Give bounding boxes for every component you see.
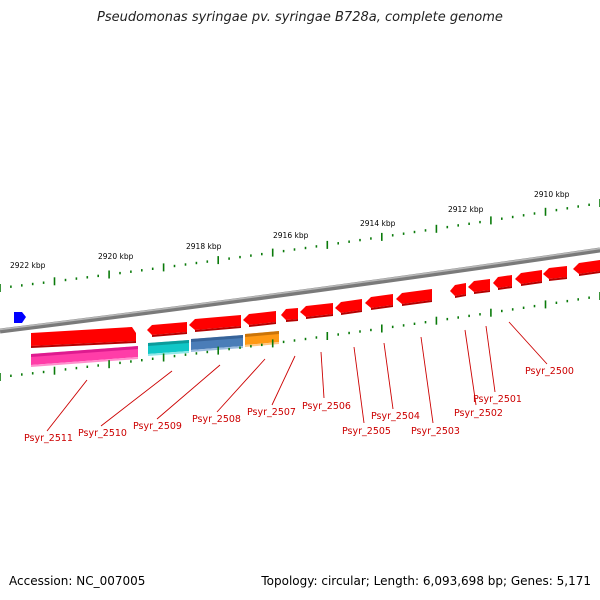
gene-psyr-2508[interactable] <box>243 311 276 327</box>
gene-psyr-2500[interactable] <box>493 275 512 290</box>
upper-scale-ticks <box>0 199 600 292</box>
scale-label-2920: 2920 kbp <box>98 252 134 261</box>
gene-label-psyr-2503[interactable]: Psyr_2503 <box>411 426 460 437</box>
gene-label-psyr-2504[interactable]: Psyr_2504 <box>371 411 420 422</box>
scale-label-2922: 2922 kbp <box>10 261 46 270</box>
gene-psyr-2511[interactable] <box>31 327 136 348</box>
feature-bar-cyan[interactable] <box>148 340 189 356</box>
gene-right-1[interactable] <box>515 270 542 286</box>
gene-psyr-2503[interactable] <box>396 289 432 306</box>
gene-label-psyr-2506[interactable]: Psyr_2506 <box>302 401 351 412</box>
lower-scale-ticks <box>0 292 600 381</box>
feature-bar-pink[interactable] <box>31 346 138 367</box>
gene-psyr-2510[interactable] <box>147 322 187 337</box>
scale-label-2910: 2910 kbp <box>534 190 570 199</box>
gene-label-psyr-2505[interactable]: Psyr_2505 <box>342 426 391 437</box>
gene-right-3[interactable] <box>573 260 600 276</box>
scale-label-2918: 2918 kbp <box>186 242 222 251</box>
gene-psyr-2504[interactable] <box>365 294 393 310</box>
gene-label-psyr-2510[interactable]: Psyr_2510 <box>78 428 127 439</box>
gene-label-psyr-2501[interactable]: Psyr_2501 <box>473 394 522 405</box>
gene-psyr-2507[interactable] <box>281 308 298 322</box>
genome-summary: Topology: circular; Length: 6,093,698 bp… <box>261 574 591 588</box>
genome-backbone <box>0 247 600 334</box>
scale-label-2916: 2916 kbp <box>273 231 309 240</box>
label-leader-lines <box>46 321 548 432</box>
gene-right-2[interactable] <box>543 266 567 281</box>
gene-psyr-2501[interactable] <box>468 279 490 294</box>
gene-label-psyr-2508[interactable]: Psyr_2508 <box>192 414 241 425</box>
gene-label-psyr-2511[interactable]: Psyr_2511 <box>24 433 73 444</box>
scale-label-2912: 2912 kbp <box>448 205 484 214</box>
gene-label-psyr-2502[interactable]: Psyr_2502 <box>454 408 503 419</box>
gene-psyr-2502[interactable] <box>450 283 466 298</box>
gene-psyr-2505[interactable] <box>335 299 362 315</box>
gene-psyr-2509[interactable] <box>189 315 241 332</box>
gene-label-psyr-2507[interactable]: Psyr_2507 <box>247 407 296 418</box>
map-title: Pseudomonas syringae pv. syringae B728a,… <box>97 10 503 25</box>
gene-psyr-2506[interactable] <box>300 303 333 319</box>
blue-marker-icon <box>14 312 26 323</box>
scale-label-2914: 2914 kbp <box>360 219 396 228</box>
accession-label: Accession: NC_007005 <box>9 574 146 588</box>
genome-backbone-highlight <box>0 247 600 331</box>
gene-label-psyr-2509[interactable]: Psyr_2509 <box>133 421 182 432</box>
feature-bar-steelblue[interactable] <box>191 335 243 352</box>
gene-label-psyr-2500[interactable]: Psyr_2500 <box>525 366 574 377</box>
